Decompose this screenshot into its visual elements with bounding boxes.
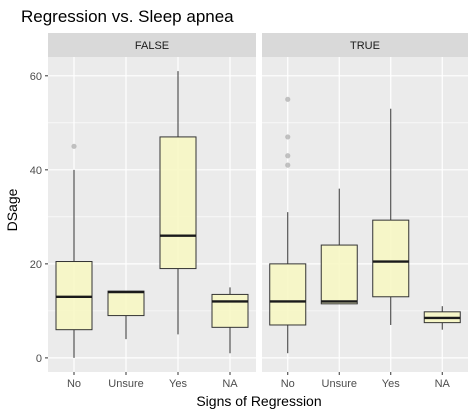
x-tick-label: NA [435,378,451,390]
box-unsure [107,290,145,340]
x-tick-label: Unsure [322,378,357,390]
facet-panels: FALSE No Unsure Yes NA TRUE No Unsure Yes NA [48,33,468,390]
outlier-point [285,153,291,159]
y-axis-title: DSage [4,188,20,231]
box-iqr [269,263,307,326]
x-tick-label: Yes [169,378,187,390]
x-axis-title: Signs of Regression [196,393,321,409]
x-tick-label: No [281,378,295,390]
box-yes [372,108,410,325]
facet-strip [262,33,468,57]
chart-title: Regression vs. Sleep apnea [21,7,234,26]
box-iqr [211,293,249,328]
facet-strip-label: TRUE [350,40,380,52]
x-tick-label: Yes [382,378,400,390]
box-iqr [107,290,145,317]
outlier-point [285,134,291,140]
outlier-point [285,96,291,102]
facet-panel-false: FALSE No Unsure Yes NA [48,33,256,390]
box-yes [159,71,197,335]
box-no [269,96,307,354]
x-tick-label: Unsure [108,378,143,390]
box-unsure [320,188,358,305]
y-tick-label: 60 [30,71,42,83]
facet-panel-true: TRUE No Unsure Yes NA [262,33,468,390]
box-iqr [372,219,410,298]
facet-strip [48,33,256,57]
box-iqr [320,244,358,305]
outlier-point [285,162,291,168]
y-axis: 0 20 40 60 [30,71,48,365]
box-na [423,306,461,330]
y-tick-label: 20 [30,259,42,271]
y-tick-label: 0 [36,353,42,365]
box-no [55,143,93,358]
y-tick-label: 40 [30,165,42,177]
x-tick-label: NA [222,378,238,390]
outlier-point [71,143,77,149]
facet-strip-label: FALSE [135,40,169,52]
x-tick-label: No [67,378,81,390]
box-na [211,287,249,354]
box-iqr [159,136,197,270]
